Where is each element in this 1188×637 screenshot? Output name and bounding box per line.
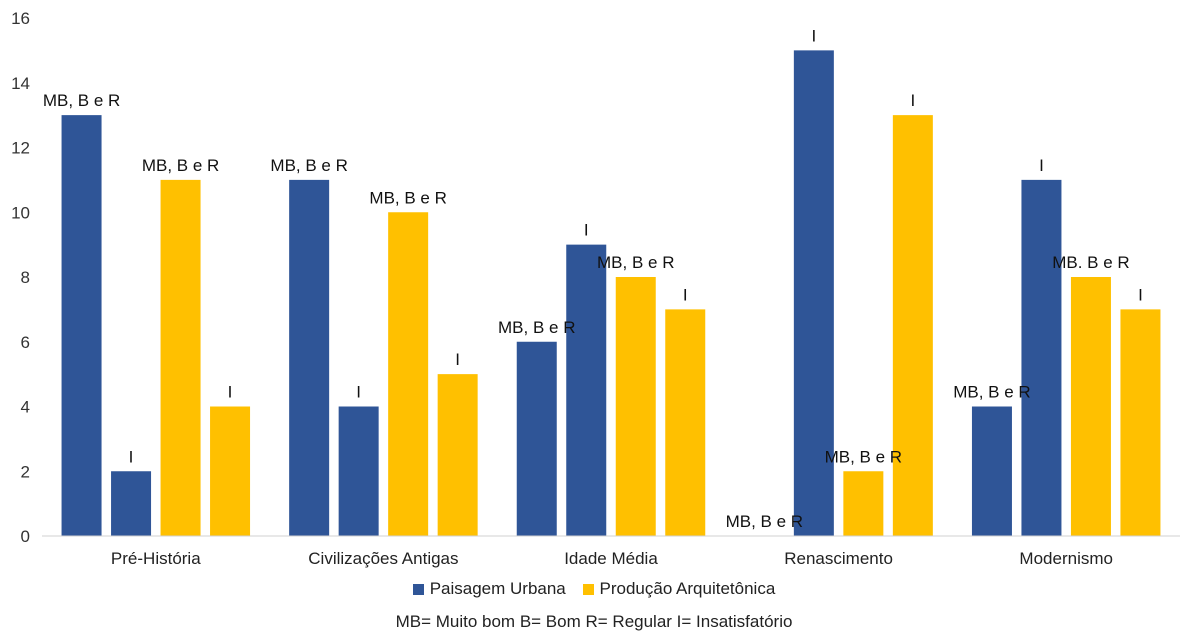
bar bbox=[971, 406, 1012, 536]
bar bbox=[111, 471, 152, 536]
legend: Paisagem Urbana Produção Arquitetônica bbox=[0, 579, 1188, 600]
bars bbox=[61, 50, 1161, 536]
data-label: I bbox=[356, 383, 361, 402]
data-label: I bbox=[584, 221, 589, 240]
bar bbox=[892, 115, 933, 536]
x-category-label: Pré-História bbox=[111, 549, 201, 568]
y-tick-label: 0 bbox=[21, 527, 30, 546]
data-label: I bbox=[129, 447, 134, 466]
data-label: I bbox=[910, 91, 915, 110]
y-tick-label: 14 bbox=[11, 74, 30, 93]
data-label: MB, B e R bbox=[369, 188, 446, 207]
data-label: I bbox=[683, 285, 688, 304]
y-tick-label: 16 bbox=[11, 9, 30, 28]
legend-swatch bbox=[412, 583, 424, 595]
y-tick-label: 8 bbox=[21, 268, 30, 287]
x-axis: Pré-História Civilizações Antigas Idade Mé… bbox=[111, 549, 1113, 568]
data-label: MB. B e R bbox=[1052, 253, 1129, 272]
bar bbox=[793, 50, 834, 536]
y-tick-label: 10 bbox=[11, 203, 30, 222]
bar bbox=[843, 471, 884, 536]
bar bbox=[566, 244, 607, 536]
data-label: I bbox=[811, 26, 816, 45]
y-tick-label: 2 bbox=[21, 462, 30, 481]
data-label: MB, B e R bbox=[597, 253, 674, 272]
legend-swatch bbox=[582, 583, 594, 595]
data-label: MB, B e R bbox=[953, 383, 1030, 402]
data-label: MB, B e R bbox=[142, 156, 219, 175]
x-category-label: Civilizações Antigas bbox=[308, 549, 458, 568]
data-label: MB, B e R bbox=[498, 318, 575, 337]
data-label: I bbox=[1039, 156, 1044, 175]
bar bbox=[615, 277, 656, 536]
data-label: I bbox=[1138, 285, 1143, 304]
legend-label: Produção Arquitetônica bbox=[599, 579, 776, 598]
y-tick-label: 4 bbox=[21, 398, 30, 417]
data-label: I bbox=[455, 350, 460, 369]
legend-item-producao-arquitetonica: Produção Arquitetônica bbox=[582, 579, 776, 599]
y-axis: 0 2 4 6 8 10 12 14 16 bbox=[11, 9, 30, 546]
data-label: MB, B e R bbox=[270, 156, 347, 175]
bar bbox=[388, 212, 429, 536]
x-category-label: Modernismo bbox=[1019, 549, 1113, 568]
bar bbox=[210, 406, 251, 536]
bar bbox=[665, 309, 706, 536]
x-category-label: Renascimento bbox=[784, 549, 893, 568]
y-tick-label: 6 bbox=[21, 333, 30, 352]
data-label: MB, B e R bbox=[43, 91, 120, 110]
data-label: I bbox=[228, 383, 233, 402]
bar bbox=[437, 374, 478, 536]
bar bbox=[1021, 179, 1062, 536]
legend-label: Paisagem Urbana bbox=[429, 579, 566, 598]
bar bbox=[160, 179, 201, 536]
bar bbox=[516, 341, 557, 536]
bar bbox=[338, 406, 379, 536]
data-label: MB, B e R bbox=[726, 512, 803, 531]
bar bbox=[61, 115, 102, 536]
data-label: MB, B e R bbox=[825, 447, 902, 466]
x-category-label: Idade Média bbox=[564, 549, 658, 568]
footnote: MB= Muito bom B= Bom R= Regular I= Insat… bbox=[395, 612, 793, 631]
bar bbox=[289, 179, 330, 536]
bar bbox=[1070, 277, 1111, 536]
bar bbox=[1120, 309, 1161, 536]
y-tick-label: 12 bbox=[11, 139, 30, 158]
legend-item-paisagem-urbana: Paisagem Urbana bbox=[412, 579, 566, 599]
bar-labels: MB, B e R I MB, B e R I MB, B e R I MB, B e R I… bbox=[43, 26, 1143, 531]
